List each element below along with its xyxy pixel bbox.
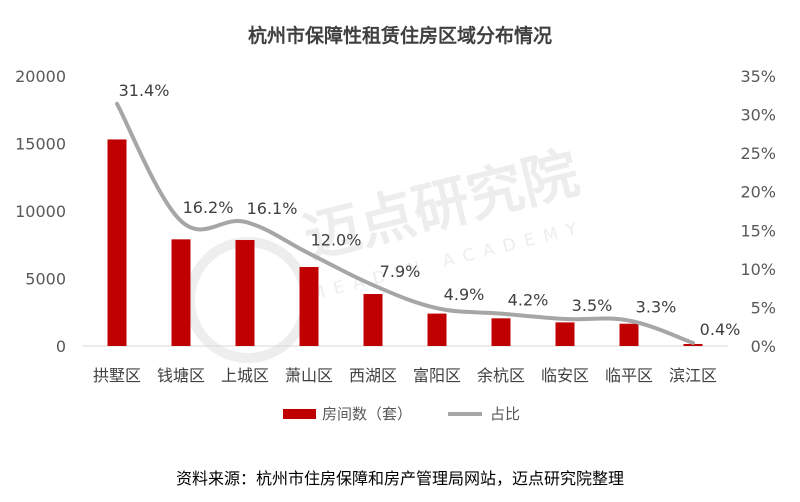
line-data-label: 16.2%: [183, 198, 234, 217]
line-data-label: 4.2%: [508, 291, 549, 310]
bar: [363, 294, 383, 346]
y-left-tick-label: 10000: [15, 202, 66, 221]
line-data-label: 3.3%: [636, 298, 677, 317]
line-data-label: 3.5%: [572, 296, 613, 315]
line-path: [115, 101, 695, 345]
x-category-label: 余杭区: [477, 366, 525, 385]
y-left-tick-label: 15000: [15, 135, 66, 154]
x-category-label: 上城区: [221, 366, 269, 385]
bar: [171, 239, 191, 346]
y-right-tick-label: 25%: [740, 144, 776, 163]
bar: [427, 313, 447, 346]
x-category-label: 萧山区: [285, 366, 333, 385]
y-right-tick-label: 10%: [740, 260, 776, 279]
left-axis: 0 5000 10000 15000 20000: [15, 67, 66, 356]
chart-title: 杭州市保障性租赁住房区域分布情况: [248, 24, 552, 47]
x-category-label: 滨江区: [669, 366, 717, 385]
bar-series: [107, 139, 703, 346]
line-data-label: 4.9%: [444, 285, 485, 304]
line-data-label: 16.1%: [247, 199, 298, 218]
line-data-label: 7.9%: [380, 262, 421, 281]
x-category-label: 临平区: [605, 366, 653, 385]
y-right-tick-label: 15%: [740, 221, 776, 240]
bar: [491, 318, 511, 346]
source-note: 资料来源：杭州市住房保障和房产管理局网站，迈点研究院整理: [176, 469, 624, 488]
bar: [235, 240, 255, 346]
y-right-tick-label: 5%: [751, 298, 776, 317]
y-right-tick-label: 20%: [740, 183, 776, 202]
bar: [107, 139, 127, 346]
line-series: 31.4% 16.2% 16.1% 12.0% 7.9% 4.9% 4.2% 3.5% 3.3%…: [115, 81, 741, 345]
bar: [299, 267, 319, 346]
x-category-label: 钱塘区: [157, 366, 205, 385]
x-category-label: 富阳区: [413, 366, 461, 385]
line-data-label: 12.0%: [311, 230, 362, 249]
x-category-label: 临安区: [541, 366, 589, 385]
bar: [619, 323, 639, 346]
x-category-label: 拱墅区: [93, 366, 141, 385]
y-left-tick-label: 0: [56, 337, 66, 356]
legend-label-bar: 房间数（套）: [322, 405, 412, 423]
y-right-tick-label: 0%: [751, 337, 776, 356]
bar: [555, 322, 575, 346]
legend-label-line: 占比: [490, 405, 520, 423]
y-right-tick-label: 35%: [740, 67, 776, 86]
line-data-label: 0.4%: [700, 320, 741, 339]
x-axis-labels: 拱墅区 钱塘区 上城区 萧山区 西湖区 富阳区 余杭区 临安区 临平区 滨江区: [93, 366, 717, 385]
line-data-label: 31.4%: [119, 81, 170, 100]
right-axis: 0% 5% 10% 15% 20% 25% 30% 35%: [740, 67, 776, 356]
bar: [683, 343, 703, 346]
legend-swatch-bar: [283, 409, 316, 419]
x-category-label: 西湖区: [349, 366, 397, 385]
legend: 房间数（套） 占比: [283, 405, 520, 423]
y-left-tick-label: 20000: [15, 67, 66, 86]
y-left-tick-label: 5000: [25, 270, 66, 289]
y-right-tick-label: 30%: [740, 106, 776, 125]
